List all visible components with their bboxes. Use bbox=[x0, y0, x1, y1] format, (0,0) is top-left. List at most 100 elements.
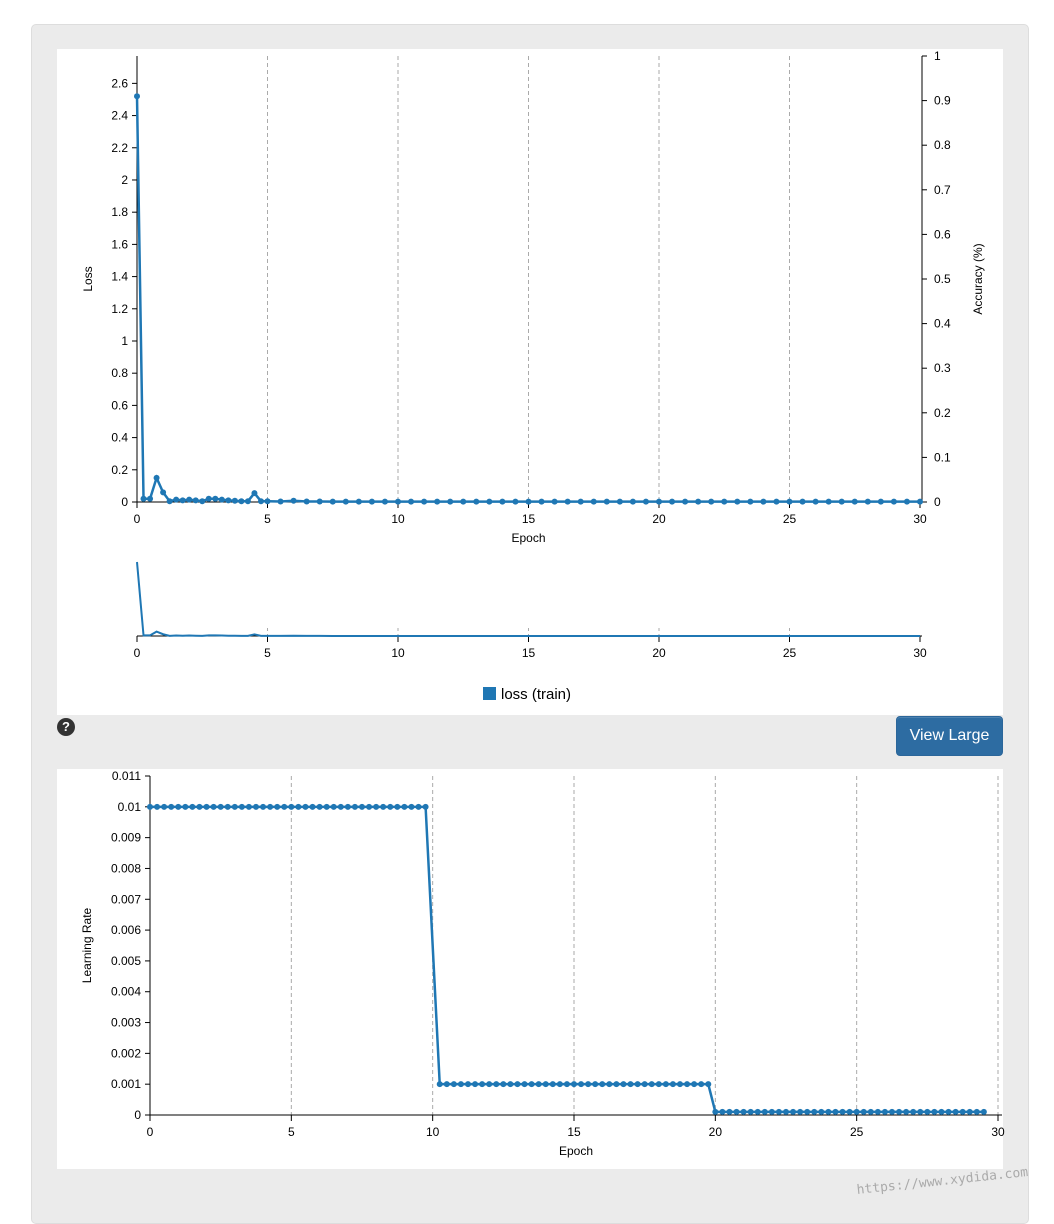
y2-axis-title: Accuracy (%) bbox=[971, 243, 985, 314]
y-tick-label: 0.4 bbox=[111, 431, 128, 445]
data-point bbox=[924, 1108, 931, 1115]
y-tick-label: 0.006 bbox=[111, 923, 141, 937]
x-tick-label: 10 bbox=[391, 512, 405, 526]
data-point bbox=[238, 803, 245, 810]
data-point bbox=[189, 803, 196, 810]
data-point bbox=[980, 1108, 987, 1115]
data-point bbox=[712, 1108, 719, 1115]
data-point bbox=[186, 496, 193, 503]
data-point bbox=[245, 803, 252, 810]
data-point bbox=[641, 1081, 648, 1088]
y-tick-label: 1.8 bbox=[111, 205, 128, 219]
data-point bbox=[154, 803, 161, 810]
data-point bbox=[366, 803, 373, 810]
x-tick-label: 5 bbox=[264, 512, 271, 526]
data-point bbox=[387, 803, 394, 810]
legend-label-loss-train: loss (train) bbox=[501, 686, 572, 703]
question-circle-icon[interactable]: ? bbox=[57, 718, 75, 736]
data-point bbox=[323, 803, 330, 810]
data-point bbox=[825, 498, 832, 505]
data-point bbox=[274, 803, 281, 810]
data-point bbox=[860, 1108, 867, 1115]
data-point bbox=[551, 498, 558, 505]
data-point bbox=[556, 1081, 563, 1088]
x-tick-label: 0 bbox=[134, 512, 141, 526]
y-tick-label: 0.004 bbox=[111, 985, 141, 999]
data-point bbox=[542, 1081, 549, 1088]
data-point bbox=[747, 498, 754, 505]
loss-chart: 0 0.2 0.4 0.6 0.8 1 1.2 1.4 1.6 1.8 2 2.2 2.4 2.6 0 0.1… bbox=[81, 49, 985, 545]
data-point bbox=[890, 498, 897, 505]
chart-legend[interactable]: loss (train) bbox=[483, 686, 571, 703]
data-point bbox=[677, 1081, 683, 1088]
context-x-tick-label: 0 bbox=[134, 646, 141, 660]
data-point bbox=[329, 498, 336, 505]
data-point bbox=[472, 1081, 479, 1088]
context-x-tick-label: 15 bbox=[522, 646, 536, 660]
data-point bbox=[613, 1081, 620, 1088]
data-point bbox=[316, 803, 323, 810]
data-point bbox=[281, 803, 288, 810]
y-tick-label: 0.01 bbox=[118, 800, 142, 814]
learning-rate-chart: 0 0.001 0.002 0.003 0.004 0.005 0.006 0.007 0.00… bbox=[80, 769, 1005, 1158]
y-axis-title: Loss bbox=[81, 266, 95, 291]
view-large-button[interactable]: View Large bbox=[896, 716, 1003, 756]
data-point bbox=[267, 803, 274, 810]
y-tick-label: 0.005 bbox=[111, 954, 141, 968]
data-point bbox=[896, 1108, 903, 1115]
data-point bbox=[853, 1108, 860, 1115]
y2-tick-label: 0.2 bbox=[934, 406, 951, 420]
data-point bbox=[179, 497, 186, 504]
learning-rate-chart-card bbox=[57, 769, 1003, 1169]
data-point bbox=[838, 498, 845, 505]
data-point bbox=[415, 803, 422, 810]
data-point bbox=[938, 1108, 945, 1115]
context-x-tick-label: 10 bbox=[391, 646, 405, 660]
data-point bbox=[708, 498, 715, 505]
data-point bbox=[309, 803, 316, 810]
data-point bbox=[359, 803, 365, 810]
data-point bbox=[514, 1081, 521, 1088]
context-x-tick-label: 20 bbox=[652, 646, 666, 660]
y-tick-label: 2.2 bbox=[111, 141, 128, 155]
data-point bbox=[910, 1108, 917, 1115]
data-point bbox=[851, 498, 858, 505]
data-point bbox=[606, 1081, 613, 1088]
data-point bbox=[726, 1108, 733, 1115]
data-point bbox=[634, 1081, 641, 1088]
data-point bbox=[903, 498, 910, 505]
data-point bbox=[434, 498, 441, 505]
data-point bbox=[465, 1081, 471, 1088]
data-point bbox=[945, 1108, 952, 1115]
data-point bbox=[804, 1108, 811, 1115]
y-tick-label: 0.002 bbox=[111, 1046, 141, 1060]
data-point bbox=[395, 498, 401, 505]
y2-tick-label: 0 bbox=[934, 495, 941, 509]
data-point bbox=[199, 498, 206, 505]
x-tick-label: 25 bbox=[850, 1125, 864, 1139]
y2-tick-label: 0.3 bbox=[934, 361, 951, 375]
y-tick-label: 0.003 bbox=[111, 1016, 141, 1030]
data-point bbox=[521, 1081, 528, 1088]
y2-tick-label: 0.1 bbox=[934, 450, 951, 464]
data-point bbox=[253, 803, 259, 810]
x-tick-label: 20 bbox=[652, 512, 666, 526]
data-point bbox=[786, 498, 793, 505]
y-tick-label: 1 bbox=[121, 334, 128, 348]
data-point bbox=[422, 803, 429, 810]
data-point bbox=[877, 498, 884, 505]
data-point bbox=[196, 803, 203, 810]
y-tick-label: 2.4 bbox=[111, 109, 128, 123]
data-point bbox=[436, 1081, 443, 1088]
data-point bbox=[203, 803, 210, 810]
data-point bbox=[140, 495, 147, 502]
data-point bbox=[182, 803, 189, 810]
data-point bbox=[447, 498, 454, 505]
data-point bbox=[682, 498, 689, 505]
data-point bbox=[486, 498, 493, 505]
data-point bbox=[790, 1108, 797, 1115]
data-point bbox=[238, 498, 245, 505]
data-point bbox=[775, 1108, 782, 1115]
y-tick-label: 0.001 bbox=[111, 1077, 141, 1091]
